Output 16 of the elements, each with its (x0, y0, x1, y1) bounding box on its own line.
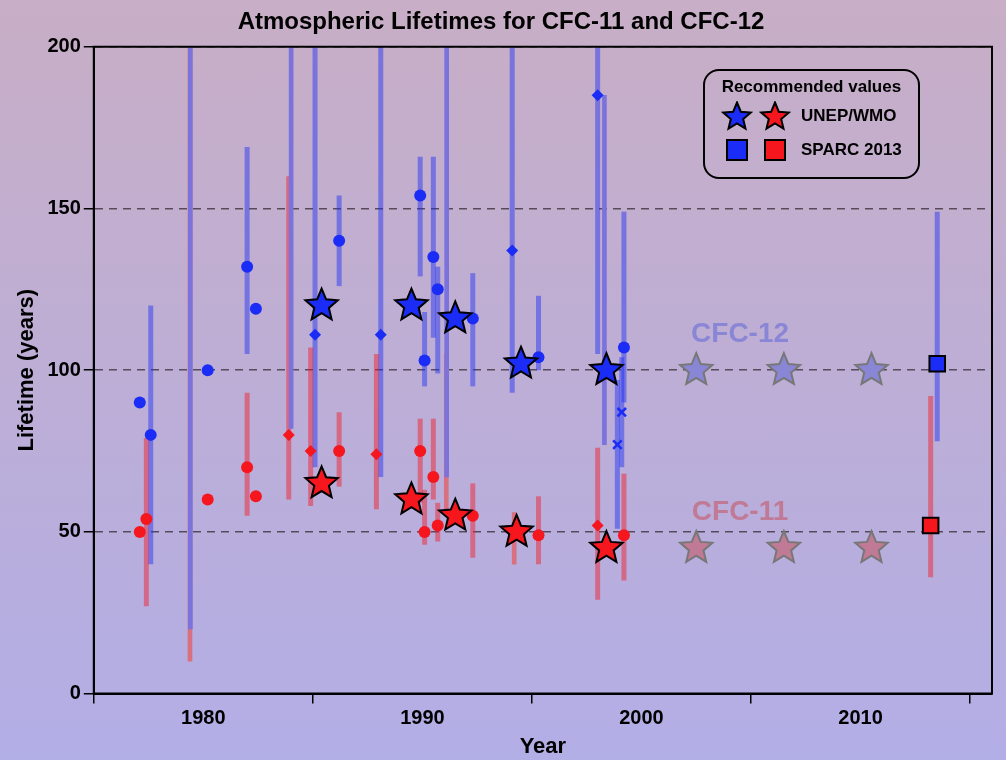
x-tick-label: 2000 (619, 706, 664, 729)
legend-title: Recommended values (721, 76, 902, 97)
y-tick-label: 150 (47, 196, 81, 219)
legend-label: SPARC 2013 (801, 139, 902, 160)
chart-title: Atmospheric Lifetimes for CFC-11 and CFC-12 (237, 7, 765, 35)
y-tick-label: 50 (58, 519, 81, 542)
legend-label: UNEP/WMO (801, 105, 897, 126)
x-tick-label: 1990 (400, 706, 445, 729)
x-axis-title: Year (519, 732, 567, 758)
series-label: CFC-11 (691, 494, 789, 526)
y-tick-label: 100 (47, 357, 81, 380)
y-tick-label: 0 (69, 681, 81, 704)
x-tick-label: 2010 (838, 706, 883, 729)
x-tick-label: 1980 (181, 706, 226, 729)
y-axis-title: Lifetime (years) (13, 288, 39, 452)
y-tick-label: 200 (47, 34, 81, 57)
